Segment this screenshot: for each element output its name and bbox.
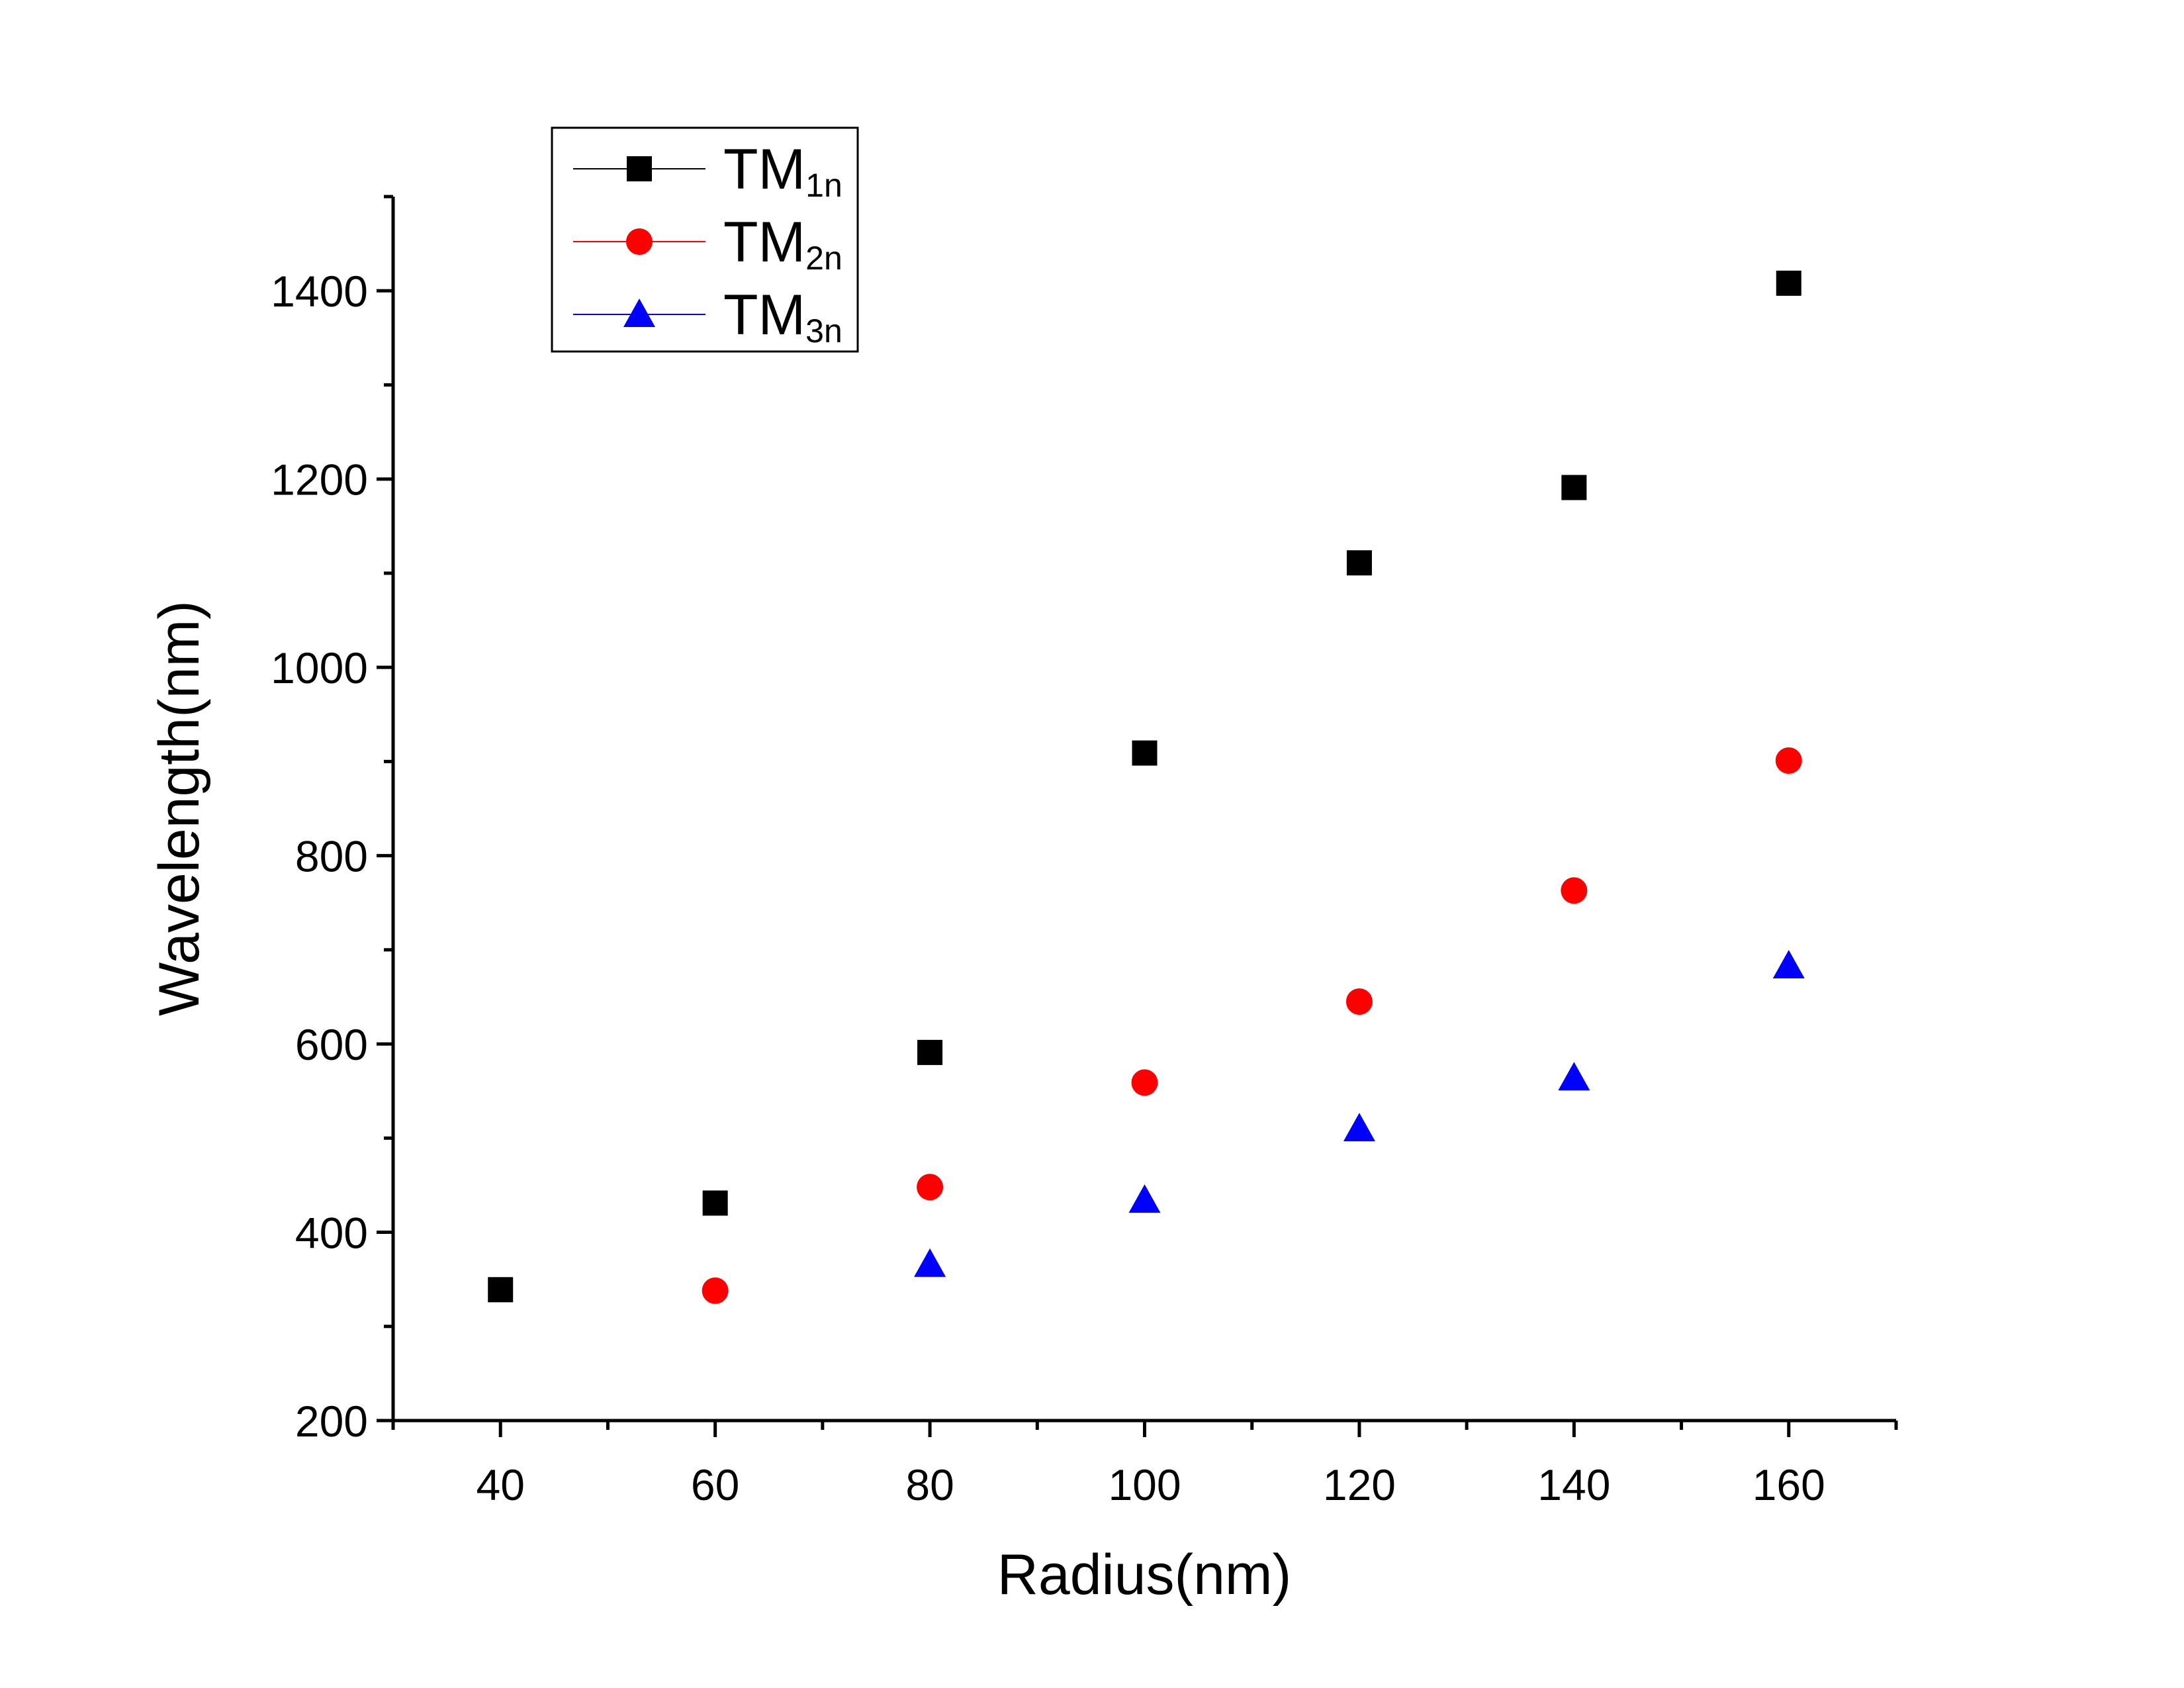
data-point [917, 1174, 944, 1201]
legend-entry: TM2n [573, 211, 842, 277]
axis-ticks [377, 195, 1898, 1437]
data-point [1772, 950, 1805, 979]
data-point [1128, 1184, 1161, 1213]
legend-marker [623, 299, 655, 327]
series-3 [914, 950, 1805, 1277]
data-point [1775, 747, 1802, 774]
x-axis-title: Radius(nm) [997, 1543, 1291, 1607]
x-tick-label: 160 [1752, 1460, 1825, 1509]
y-tick-label: 800 [295, 832, 368, 881]
data-point [1561, 877, 1588, 904]
data-point [917, 1039, 943, 1065]
data-point [1132, 740, 1158, 766]
x-tick-label: 140 [1537, 1460, 1610, 1509]
legend-entry: TM1n [573, 138, 842, 204]
x-tick-label: 100 [1108, 1460, 1181, 1509]
data-point [1561, 475, 1587, 500]
y-tick-label: 1400 [271, 267, 368, 316]
y-tick-label: 400 [295, 1209, 368, 1258]
y-tick-label: 1200 [271, 455, 368, 504]
y-tick-label: 1000 [271, 643, 368, 692]
x-tick-label: 120 [1323, 1460, 1396, 1509]
data-point [914, 1248, 946, 1277]
series-2 [702, 747, 1802, 1304]
data-points [488, 270, 1805, 1304]
legend-marker [626, 228, 653, 255]
legend-marker [627, 156, 652, 181]
legend-label: TM2n [723, 211, 842, 277]
legend-entry: TM3n [573, 283, 842, 350]
data-point [1346, 550, 1372, 576]
axes [391, 197, 1896, 1423]
x-tick-label: 60 [691, 1460, 739, 1509]
data-point [702, 1277, 729, 1304]
y-tick-label: 600 [295, 1020, 368, 1069]
data-point [702, 1190, 728, 1216]
series-1 [488, 270, 1801, 1303]
data-point [1776, 270, 1801, 296]
data-point [1131, 1069, 1158, 1096]
x-tick-label: 40 [477, 1460, 525, 1509]
y-tick-label: 200 [295, 1397, 368, 1446]
legend-label: TM3n [723, 283, 842, 350]
y-axis-title: Wavelength(nm) [148, 600, 211, 1016]
data-point [1343, 1113, 1375, 1142]
data-point [1558, 1062, 1590, 1091]
data-point [1345, 988, 1373, 1015]
legend-label: TM1n [723, 138, 842, 204]
x-tick-label: 80 [905, 1460, 954, 1509]
data-point [488, 1277, 514, 1303]
tick-labels: 40 60 80 100 120 140 160 200 400 600 800 1000 1200 14… [271, 267, 1825, 1509]
